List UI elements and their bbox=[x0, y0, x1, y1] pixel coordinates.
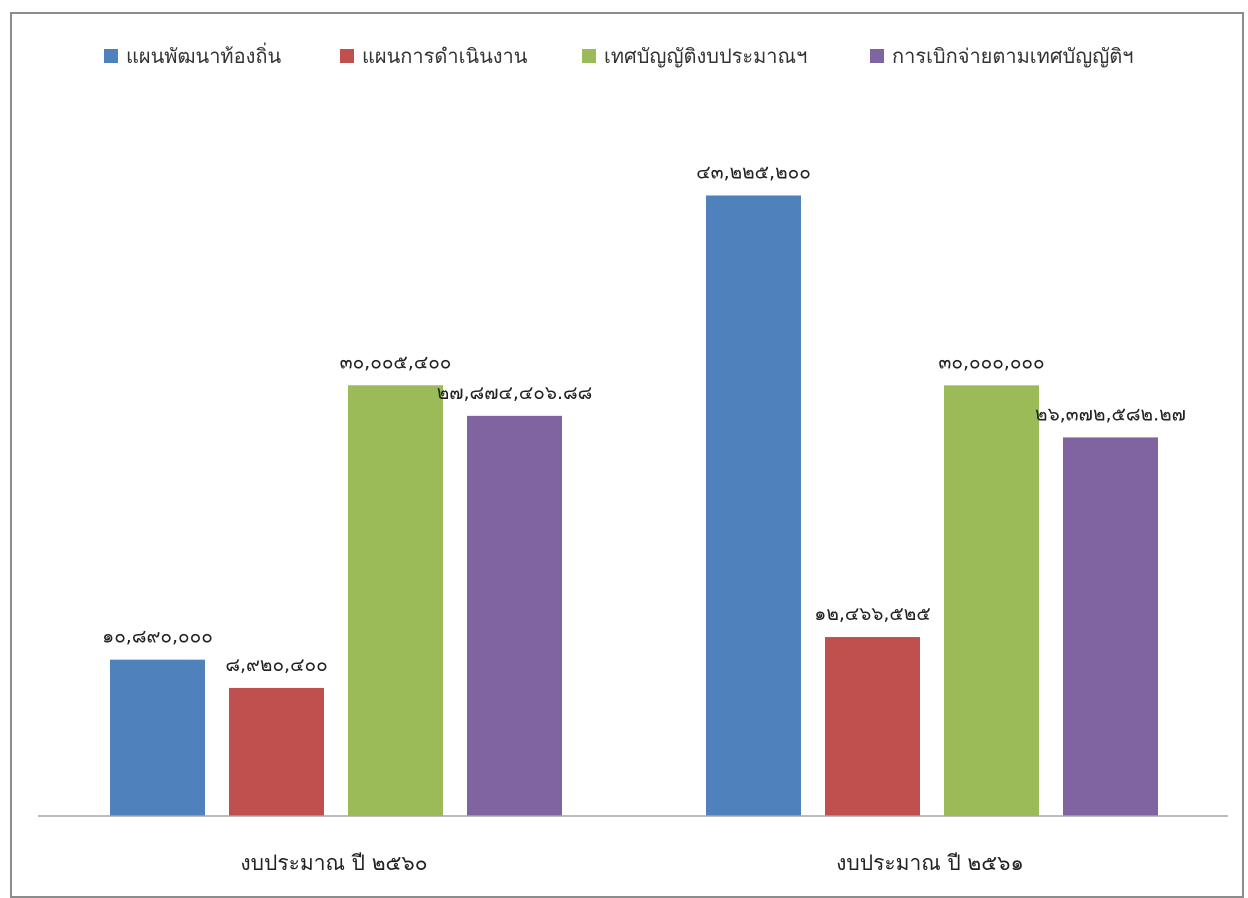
bar bbox=[1063, 437, 1158, 816]
legend-swatch bbox=[582, 49, 596, 63]
data-label: ๓๐,๐๐๐,๐๐๐ bbox=[938, 351, 1044, 373]
bar bbox=[110, 659, 205, 816]
bar bbox=[467, 415, 562, 816]
bar bbox=[825, 637, 920, 816]
bar bbox=[229, 687, 324, 816]
bar bbox=[706, 195, 801, 816]
category-label: งบประมาณ ปี ๒๕๖๑ bbox=[836, 851, 1024, 875]
bar bbox=[944, 385, 1039, 816]
category-label: งบประมาณ ปี ๒๕๖๐ bbox=[240, 851, 427, 875]
legend-swatch bbox=[870, 49, 884, 63]
data-label: ๒๖,๓๗๒,๕๘๒.๒๗ bbox=[1035, 403, 1186, 425]
data-label: ๒๗,๘๗๔,๔๐๖.๘๘ bbox=[437, 382, 593, 404]
data-label: ๔๓,๒๒๕,๒๐๐ bbox=[696, 161, 811, 183]
legend-item: แผนพัฒนาท้องถิ่น bbox=[104, 42, 282, 68]
legend-label: เทศบัญญัติงบประมาณฯ bbox=[604, 44, 807, 68]
legend-label: การเบิกจ่ายตามเทศบัญญัติฯ bbox=[892, 44, 1134, 68]
legend-item: การเบิกจ่ายตามเทศบัญญัติฯ bbox=[870, 44, 1134, 68]
data-label: ๘,๙๒๐,๔๐๐ bbox=[225, 654, 327, 676]
legend-item: เทศบัญญัติงบประมาณฯ bbox=[582, 44, 807, 68]
data-label: ๑๒,๔๖๖,๕๒๕ bbox=[814, 603, 930, 625]
category-labels: งบประมาณ ปี ๒๕๖๐ งบประมาณ ปี ๒๕๖๑ bbox=[240, 851, 1023, 875]
legend-swatch bbox=[340, 49, 354, 63]
data-label: ๑๐,๘๙๐,๐๐๐ bbox=[102, 626, 213, 648]
legend: แผนพัฒนาท้องถิ่น แผนการดำเนินงาน เทศบัญญัต… bbox=[104, 42, 1134, 68]
legend-item: แผนการดำเนินงาน bbox=[340, 44, 528, 68]
legend-swatch bbox=[104, 49, 118, 63]
legend-label: แผนพัฒนาท้องถิ่น bbox=[126, 42, 282, 68]
bar bbox=[348, 385, 443, 816]
legend-label: แผนการดำเนินงาน bbox=[362, 44, 528, 68]
data-label: ๓๐,๐๐๕,๔๐๐ bbox=[340, 351, 452, 373]
